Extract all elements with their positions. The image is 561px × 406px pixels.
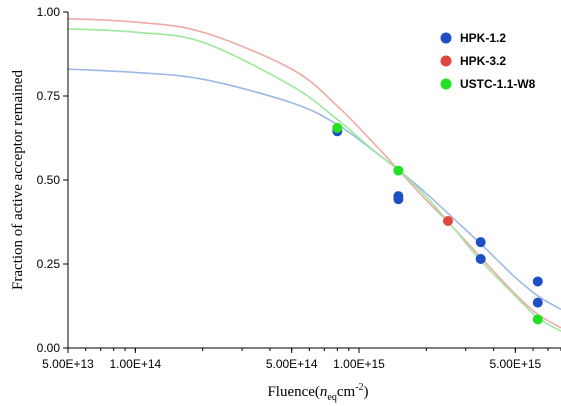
- x-axis-title: Fluence(neqcm-2): [267, 382, 368, 403]
- data-point: [393, 165, 404, 176]
- x-tick-label: 5.00E+14: [266, 357, 318, 371]
- x-axis-title-subscript: eq: [327, 392, 336, 403]
- data-point: [475, 253, 486, 264]
- y-tick-label: 0.75: [37, 89, 61, 103]
- legend: HPK-1.2 HPK-3.2 USTC-1.1-W8: [440, 31, 536, 91]
- legend-marker: [440, 78, 452, 90]
- y-tick-label: 0.50: [37, 173, 61, 187]
- x-axis-title-suffix: ): [364, 384, 369, 400]
- legend-marker: [440, 32, 452, 44]
- legend-label: HPK-1.2: [460, 31, 506, 45]
- y-tick-label: 0.00: [37, 341, 61, 355]
- data-point: [532, 297, 543, 308]
- x-axis-title-superscript: -2: [355, 382, 363, 393]
- data-point: [475, 237, 486, 248]
- data-point: [532, 276, 543, 287]
- x-tick-label: 5.00E+15: [489, 357, 541, 371]
- data-point: [393, 191, 404, 202]
- fit-curve-2: [67, 28, 561, 332]
- legend-marker: [440, 55, 452, 67]
- x-tick-label: 1.00E+15: [333, 357, 385, 371]
- x-tick-label: 5.00E+13: [42, 357, 94, 371]
- axes: 0.00 0.25 0.50 0.75 1.00 5.00E+13 1.00E+14 5.00…: [37, 5, 561, 371]
- legend-label: HPK-3.2: [460, 54, 506, 68]
- data-points: [332, 122, 543, 325]
- y-tick-label: 0.25: [37, 257, 61, 271]
- x-axis-title-prefix: Fluence(: [267, 384, 319, 400]
- data-point: [332, 122, 343, 133]
- fit-curve-0: [67, 68, 561, 311]
- x-axis-title-symbol: n: [320, 384, 328, 400]
- y-axis-title: Fraction of active acceptor remained: [10, 70, 26, 290]
- y-tick-label: 1.00: [37, 5, 61, 19]
- data-point: [532, 314, 543, 325]
- data-point: [443, 215, 454, 226]
- x-axis-title-unit: cm: [337, 384, 356, 400]
- x-tick-label: 1.00E+14: [109, 357, 161, 371]
- legend-label: USTC-1.1-W8: [460, 77, 536, 91]
